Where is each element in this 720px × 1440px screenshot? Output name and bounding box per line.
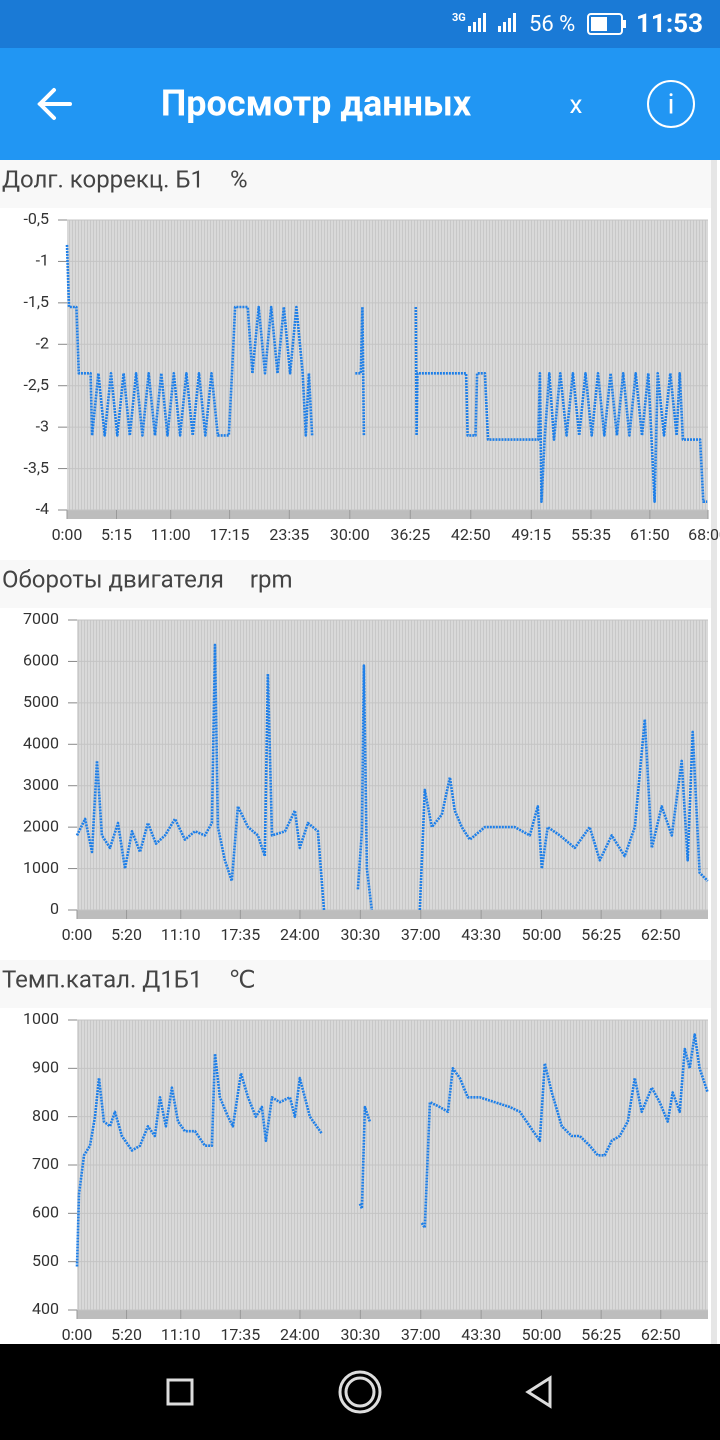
- network-type: 3G: [452, 11, 466, 24]
- x-axis-band: [77, 910, 708, 919]
- x-tick-label: 49:15: [511, 525, 551, 544]
- info-label[interactable]: i: [668, 87, 675, 120]
- chart: Долг. коррекц. Б1 % -0,5 -1 -1,5 -2 -2,5 -3 -3,5…: [0, 160, 720, 544]
- home-button[interactable]: [338, 1370, 382, 1414]
- chart-unit: ℃: [228, 965, 255, 993]
- x-tick-label: 30:30: [340, 1325, 380, 1344]
- y-tick-label: -0,5: [23, 209, 49, 228]
- x-tick-label: 23:35: [269, 525, 309, 544]
- x-tick-label: 43:30: [461, 925, 501, 944]
- x-tick-label: 42:50: [451, 525, 491, 544]
- y-tick-label: 400: [32, 1299, 59, 1318]
- chart-title: Темп.катал. Д1Б1: [2, 965, 202, 993]
- x-tick-label: 55:35: [571, 525, 611, 544]
- plot-area: [67, 220, 708, 510]
- signal-icons: [468, 13, 516, 32]
- x-tick-label: 37:00: [401, 925, 441, 944]
- y-tick-label: -3,5: [23, 458, 49, 477]
- y-tick-label: 6000: [23, 651, 59, 670]
- battery-icon: [587, 13, 626, 35]
- info-button[interactable]: [647, 80, 695, 128]
- y-tick-label: 1000: [23, 1009, 59, 1028]
- x-tick-label: 50:00: [522, 1325, 562, 1344]
- chart: Обороты двигателя rpm 0 1000 2000 3000 4000 500…: [0, 560, 711, 944]
- y-tick-label: 800: [32, 1106, 59, 1125]
- battery-level: 56 %: [529, 12, 575, 37]
- y-tick-label: 500: [32, 1251, 59, 1270]
- x-tick-label: 30:30: [340, 925, 380, 944]
- chart: Темп.катал. Д1Б1 ℃ 400 500 600 700 800 900 1000 0…: [0, 960, 711, 1344]
- x-tick-label: 0:00: [62, 1325, 93, 1344]
- x-tick-label: 24:00: [280, 1325, 320, 1344]
- y-tick-label: 4000: [23, 734, 59, 753]
- y-tick-label: -1: [36, 251, 49, 270]
- x-tick-label: 43:30: [461, 1325, 501, 1344]
- y-tick-label: 600: [32, 1203, 59, 1222]
- x-tick-label: 56:25: [581, 925, 621, 944]
- clock: 11:53: [636, 9, 703, 39]
- plot-area: [77, 620, 708, 910]
- x-tick-label: 5:20: [111, 1325, 142, 1344]
- data-line: [65, 244, 708, 503]
- close-button[interactable]: x: [570, 90, 583, 120]
- x-tick-label: 62:50: [641, 925, 681, 944]
- x-tick-label: 17:35: [220, 1325, 260, 1344]
- x-axis-band: [67, 510, 708, 519]
- x-tick-label: 30:00: [330, 525, 370, 544]
- x-tick-label: 11:10: [161, 925, 201, 944]
- recents-button[interactable]: [166, 1378, 194, 1406]
- data-line: [75, 643, 709, 911]
- x-tick-label: 0:00: [62, 925, 93, 944]
- y-tick-label: -2: [36, 334, 49, 353]
- y-tick-label: -2,5: [23, 375, 49, 394]
- app-bar: [0, 48, 720, 160]
- y-tick-label: 0: [50, 899, 59, 918]
- chart-header: [0, 960, 711, 1008]
- x-tick-label: 5:20: [111, 925, 142, 944]
- x-tick-label: 56:25: [581, 1325, 621, 1344]
- scrollbar: [711, 160, 717, 1344]
- nav-bar: [0, 1344, 720, 1440]
- x-tick-label: 17:15: [210, 525, 250, 544]
- y-tick-label: 900: [32, 1058, 59, 1077]
- y-tick-label: 1000: [23, 858, 59, 877]
- y-tick-label: 2000: [23, 816, 59, 835]
- charts: Долг. коррекц. Б1 % -0,5 -1 -1,5 -2 -2,5 -3 -3,5…: [0, 160, 720, 1344]
- y-tick-label: 5000: [23, 692, 59, 711]
- data-line: [75, 1033, 709, 1267]
- y-tick-label: -4: [36, 499, 49, 518]
- chart-header: [0, 560, 711, 608]
- x-axis-band: [77, 1310, 708, 1319]
- x-tick-label: 24:00: [280, 925, 320, 944]
- x-tick-label: 68:00: [688, 525, 720, 544]
- chart-unit: rpm: [250, 565, 293, 593]
- x-tick-label: 17:35: [220, 925, 260, 944]
- chart-title: Обороты двигателя: [2, 565, 224, 593]
- x-tick-label: 5:15: [101, 525, 132, 544]
- y-tick-label: 700: [32, 1154, 59, 1173]
- back-nav-button[interactable]: [525, 1375, 552, 1409]
- screen-title: Просмотр данных: [161, 83, 472, 125]
- x-tick-label: 0:00: [52, 525, 83, 544]
- back-button[interactable]: [37, 88, 72, 120]
- x-tick-label: 36:25: [390, 525, 430, 544]
- y-tick-label: -3: [36, 416, 49, 435]
- x-tick-label: 62:50: [641, 1325, 681, 1344]
- x-tick-label: 61:50: [630, 525, 670, 544]
- chart-title: Долг. коррекц. Б1: [2, 165, 204, 193]
- y-tick-label: -1,5: [23, 292, 49, 311]
- status-bar: [0, 0, 720, 48]
- y-tick-label: 7000: [23, 609, 59, 628]
- x-tick-label: 11:10: [161, 1325, 201, 1344]
- chart-unit: %: [230, 165, 248, 193]
- x-tick-label: 50:00: [522, 925, 562, 944]
- x-tick-label: 37:00: [401, 1325, 441, 1344]
- y-tick-label: 3000: [23, 775, 59, 794]
- chart-header: [0, 160, 711, 208]
- x-tick-label: 11:00: [151, 525, 191, 544]
